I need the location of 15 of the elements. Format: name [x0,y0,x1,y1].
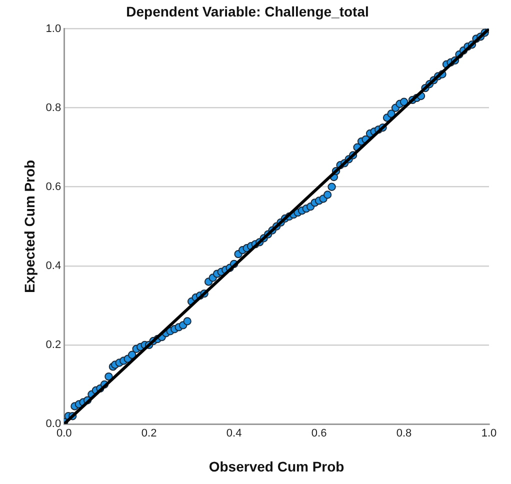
x-tick-label: 0.2 [141,428,157,440]
x-tick-label: 0.4 [226,428,242,440]
x-tick-label: 0.6 [311,428,327,440]
chart-title: Dependent Variable: Challenge_total [126,3,369,20]
x-tick-label: 0.8 [396,428,412,440]
y-axis-title: Expected Cum Prob [21,160,38,293]
y-tick-label: 0.0 [46,418,62,430]
x-tick-label: 0.0 [56,428,72,440]
x-axis-title: Observed Cum Prob [208,458,344,474]
x-tick-label: 1.0 [481,428,497,440]
y-tick-label: 0.2 [46,338,62,351]
y-tick-label: 0.6 [46,180,62,193]
y-tick-label: 0.4 [46,260,62,272]
y-tick-label: 1.0 [46,22,62,35]
y-tick-label: 0.8 [46,102,62,114]
